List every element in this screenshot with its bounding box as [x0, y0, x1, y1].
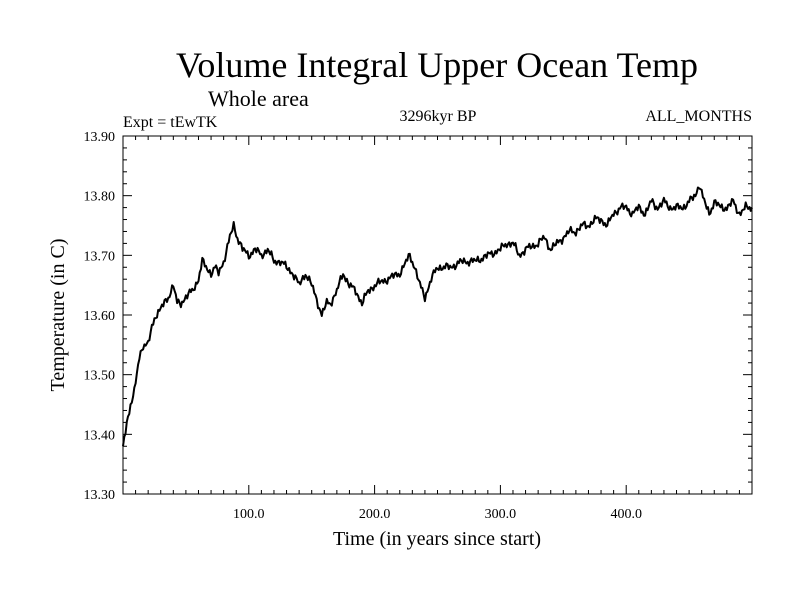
y-axis-title: Temperature (in C)	[47, 239, 69, 392]
chart-subtitle: Whole area	[208, 86, 309, 111]
x-axis-ticks	[135, 136, 740, 494]
x-axis-tick-labels: 100.0 200.0 300.0 400.0	[233, 507, 642, 522]
x-tick-label: 300.0	[485, 507, 517, 522]
experiment-label: Expt = tEwTK	[123, 114, 218, 131]
y-axis-tick-labels: 13.30 13.40 13.50 13.60 13.70 13.80 13.90	[84, 130, 116, 503]
months-label: ALL_MONTHS	[645, 108, 752, 125]
period-label: 3296kyr BP	[400, 108, 477, 125]
y-tick-label: 13.70	[84, 249, 116, 264]
y-tick-label: 13.60	[84, 309, 116, 324]
x-tick-label: 100.0	[233, 507, 265, 522]
y-axis-ticks	[123, 135, 752, 495]
x-tick-label: 400.0	[610, 507, 642, 522]
x-axis-title: Time (in years since start)	[333, 528, 541, 550]
y-tick-label: 13.30	[84, 488, 116, 503]
chart-title: Volume Integral Upper Ocean Temp	[176, 45, 698, 85]
y-tick-label: 13.40	[84, 428, 116, 443]
plot-frame	[122, 135, 753, 495]
y-tick-label: 13.90	[84, 130, 116, 145]
series-line	[122, 186, 753, 447]
y-tick-label: 13.50	[84, 369, 116, 384]
x-tick-label: 200.0	[359, 507, 391, 522]
y-tick-label: 13.80	[84, 190, 116, 205]
